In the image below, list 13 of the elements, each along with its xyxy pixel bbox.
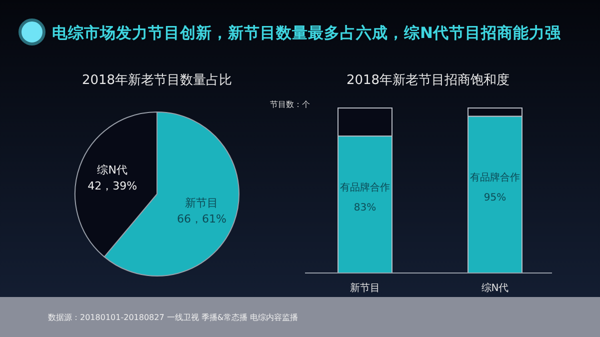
data-label: 83%: [354, 202, 376, 214]
text: 数据源：20180101-20180827 一线卫视 季播&常态播 电综内容监播: [48, 313, 298, 322]
chart-title: 2018年新老节目招商饱和度: [346, 72, 510, 88]
data-label: 42，39%: [88, 180, 138, 193]
series-label: 有品牌合作: [340, 182, 390, 194]
slice-label: 综N代: [97, 164, 128, 177]
text: 电综市场发力节目创新，新节目数量最多占六成，综N代节目招商能力强: [52, 24, 562, 42]
chart-subtitle: 2018年新老节目数量占比: [82, 73, 232, 88]
y-axis-title: 节目数：个: [270, 100, 310, 109]
slice-label: 新节目: [185, 196, 218, 210]
data-label: 95%: [484, 192, 506, 204]
text: 有品牌合作: [470, 172, 520, 184]
data-label: 66，61%: [176, 212, 226, 226]
